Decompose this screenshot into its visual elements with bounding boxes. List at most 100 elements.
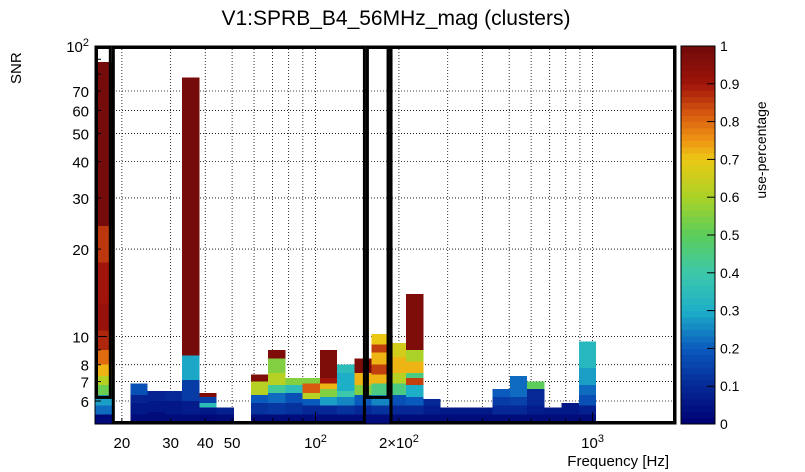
heatmap-cell [527, 381, 545, 389]
color-scale-band [681, 121, 715, 129]
heatmap-cell [388, 414, 407, 424]
heatmap-cell [406, 385, 424, 397]
color-scale-band [681, 361, 715, 368]
color-scale-band [681, 83, 715, 91]
y-tick-label: 70 [72, 84, 89, 101]
color-scale-label: use-percentage [753, 101, 769, 199]
heatmap-cell [578, 394, 597, 406]
heatmap-cell [406, 349, 424, 362]
heatmap-cell [578, 341, 597, 368]
color-scale-band [681, 260, 715, 267]
x-axis-label: Frequency [Hz] [567, 453, 669, 470]
heatmap-cell [458, 407, 476, 415]
x-tick-label: 40 [197, 435, 214, 452]
color-scale-band [681, 165, 715, 173]
heatmap-cell [388, 383, 407, 395]
plot-frame [94, 45, 677, 425]
x-tick-label: 103 [581, 433, 604, 452]
heatmap-cell [251, 374, 269, 382]
heatmap-cell [182, 355, 200, 380]
heatmap-cell [130, 403, 148, 415]
color-scale-band [681, 134, 715, 141]
y-tick-label: 60 [72, 103, 89, 120]
heatmap-cell [199, 407, 217, 415]
heatmap-cell [492, 388, 510, 397]
heatmap-cell [302, 383, 321, 393]
heatmap-cell [199, 396, 217, 404]
heatmap-cell [251, 394, 269, 404]
analysis-box [95, 46, 112, 399]
x-tick-label: 102 [304, 433, 327, 452]
heatmap-cell [458, 414, 476, 424]
heatmap-cell [95, 385, 112, 395]
heatmap-cell [268, 392, 286, 404]
heatmap-cell [95, 414, 112, 424]
heatmap-cell [406, 294, 424, 350]
color-scale-band [681, 335, 715, 343]
heatmap-cell [285, 414, 303, 424]
color-scale-tick-label: 0.3 [720, 303, 740, 319]
heatmap-cell [388, 343, 407, 358]
heatmap-cell [95, 405, 112, 415]
color-scale-tick-label: 0.2 [720, 340, 740, 356]
color-scale-band [681, 266, 715, 274]
heatmap-cell [95, 349, 112, 365]
heatmap-cell [406, 372, 424, 378]
heatmap-cell [561, 403, 579, 415]
heatmap-cell [509, 376, 528, 397]
color-scale-band [681, 279, 715, 286]
color-scale-band [681, 392, 715, 400]
color-scale-band [681, 197, 715, 204]
heatmap-cell [492, 396, 510, 406]
color-scale-band [681, 367, 715, 375]
heatmap-cell [268, 385, 286, 393]
heatmap-cell [320, 349, 338, 378]
color-scale-band [681, 373, 715, 381]
color-scale-band [681, 348, 715, 356]
heatmap-cell [371, 364, 389, 375]
heatmap-cell [130, 394, 148, 404]
color-scale-band [681, 71, 715, 78]
color-scale-band [681, 102, 715, 110]
heatmap-cell [302, 398, 321, 406]
color-scale-band [681, 405, 715, 412]
heatmap-cell [423, 405, 441, 415]
heatmap-cell [251, 414, 269, 424]
color-scale-band [681, 285, 715, 293]
color-scale-band [681, 316, 715, 324]
color-scale-band [681, 354, 715, 362]
x-tick-label: 20 [114, 435, 131, 452]
heatmap-cell [95, 364, 112, 377]
heatmap-cell [164, 390, 183, 401]
color-scale-band [681, 247, 715, 255]
color-scale-band [681, 342, 715, 349]
color-scale-band [681, 272, 715, 280]
heatmap-cell [285, 392, 303, 404]
heatmap-cell [95, 303, 112, 331]
heatmap-cell [216, 407, 234, 415]
color-scale-tick-label: 1 [720, 38, 728, 54]
x-tick-label: 2×102 [379, 433, 419, 452]
analysis-box [111, 46, 366, 424]
heatmap-cell [406, 414, 424, 424]
heatmap-cell [320, 396, 338, 406]
color-scale-band [681, 58, 715, 66]
heatmap-cell [251, 381, 269, 395]
y-tick-label: 50 [72, 126, 89, 143]
heatmap-cell [199, 403, 217, 408]
heatmap-cell [371, 383, 389, 395]
color-scale-band [681, 253, 715, 261]
y-tick-label: 8 [81, 358, 89, 375]
color-scale-band [681, 209, 715, 217]
heatmap-cell [285, 385, 303, 393]
color-scale-band [681, 52, 715, 60]
heatmap-cell [182, 400, 200, 415]
heatmap-cell [371, 405, 389, 415]
heatmap-cell [578, 405, 597, 415]
color-scale-band [681, 310, 715, 318]
color-scale-band [681, 411, 715, 419]
heatmap-cell [423, 398, 441, 406]
heatmap-cell [302, 414, 321, 424]
analysis-box [389, 46, 676, 424]
